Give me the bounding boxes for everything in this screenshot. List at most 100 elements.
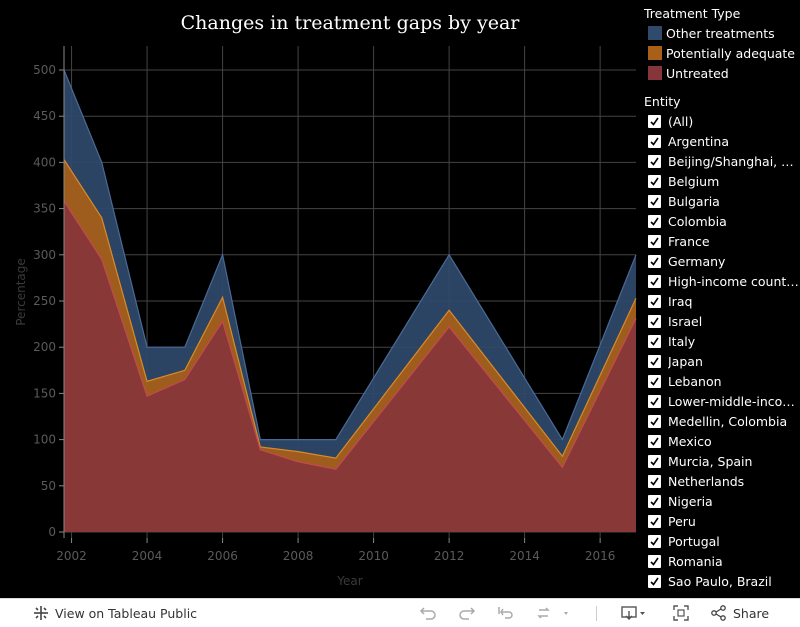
checkbox-checked-icon[interactable] (648, 474, 661, 488)
x-axis-title: Year (336, 574, 362, 588)
redo-icon (457, 604, 477, 622)
axis-layer: 0 50 100 150 200 250 300 350 400 450 500 2002 2004 20… (33, 46, 615, 563)
filter-item-bulgaria[interactable]: Bulgaria (648, 191, 800, 211)
filter-item-label: Italy (668, 333, 696, 349)
checkbox-checked-icon[interactable] (648, 214, 661, 228)
share-icon (709, 604, 729, 622)
legend-item-potentially-adequate[interactable]: Potentially adequate (648, 43, 795, 63)
undo-button[interactable] (418, 599, 438, 627)
revert-button[interactable] (496, 599, 516, 627)
fullscreen-icon (671, 604, 691, 622)
filter-item-iraq[interactable]: Iraq (648, 291, 800, 311)
area-edge-other-treatments (63, 69, 637, 441)
filter-item-belgium[interactable]: Belgium (648, 171, 800, 191)
filter-item-murcia-spain[interactable]: Murcia, Spain (648, 451, 800, 471)
toolbar: View on Tableau Public Share (0, 598, 800, 627)
filter-item-label: Murcia, Spain (668, 453, 753, 469)
filter-item-label: Peru (668, 513, 696, 529)
filter-item-japan[interactable]: Japan (648, 351, 800, 371)
checkbox-checked-icon[interactable] (648, 134, 661, 148)
y-tick-label: 450 (33, 109, 56, 123)
chart-title: Changes in treatment gaps by year (180, 12, 520, 34)
download-icon (620, 604, 648, 622)
checkbox-checked-icon[interactable] (648, 114, 661, 128)
filter-item-all[interactable]: (All) (648, 111, 800, 131)
x-tick-label: 2006 (207, 549, 238, 563)
redo-button[interactable] (457, 599, 477, 627)
legend-label: Other treatments (666, 25, 775, 41)
y-tick-label: 500 (33, 63, 56, 77)
filter-item-romania[interactable]: Romania (648, 551, 800, 571)
filter-item-label: Netherlands (668, 473, 745, 489)
filter-item-sao-paulo-brazil[interactable]: Sao Paulo, Brazil (648, 571, 800, 591)
checkbox-checked-icon[interactable] (648, 394, 661, 408)
filter-item-colombia[interactable]: Colombia (648, 211, 800, 231)
legend-item-other-treatments[interactable]: Other treatments (648, 23, 775, 43)
download-button[interactable] (620, 599, 648, 627)
filter-item-label: Lower-middle-incom... (668, 393, 800, 409)
filter-item-italy[interactable]: Italy (648, 331, 800, 351)
legend-title: Treatment Type (644, 6, 741, 21)
y-tick-label: 50 (41, 479, 56, 493)
refresh-button[interactable] (534, 599, 572, 627)
filter-item-label: Lebanon (668, 373, 722, 389)
legend-item-untreated[interactable]: Untreated (648, 63, 729, 83)
checkbox-checked-icon[interactable] (648, 154, 661, 168)
filter-item-lower-middle-incom[interactable]: Lower-middle-incom... (648, 391, 800, 411)
filter-item-portugal[interactable]: Portugal (648, 531, 800, 551)
filter-item-beijing-shanghai-ch[interactable]: Beijing/Shanghai, Ch... (648, 151, 800, 171)
checkbox-checked-icon[interactable] (648, 574, 661, 588)
filter-item-label: (All) (668, 113, 694, 129)
checkbox-checked-icon[interactable] (648, 494, 661, 508)
x-tick-label: 2014 (509, 549, 540, 563)
filter-item-france[interactable]: France (648, 231, 800, 251)
checkbox-checked-icon[interactable] (648, 274, 661, 288)
checkbox-checked-icon[interactable] (648, 514, 661, 528)
checkbox-checked-icon[interactable] (648, 534, 661, 548)
filter-item-germany[interactable]: Germany (648, 251, 800, 271)
y-tick-label: 250 (33, 294, 56, 308)
filter-item-label: Iraq (668, 293, 693, 309)
checkbox-checked-icon[interactable] (648, 554, 661, 568)
filter-item-label: Sao Paulo, Brazil (668, 573, 772, 589)
refresh-icon (534, 604, 572, 622)
checkbox-checked-icon[interactable] (648, 234, 661, 248)
checkbox-checked-icon[interactable] (648, 254, 661, 268)
share-button[interactable]: Share (709, 599, 769, 627)
filter-item-high-income-countries[interactable]: High-income countries (648, 271, 800, 291)
checkbox-checked-icon[interactable] (648, 334, 661, 348)
y-tick-label: 350 (33, 202, 56, 216)
view-on-tableau-public-button[interactable]: View on Tableau Public (32, 599, 197, 627)
checkbox-checked-icon[interactable] (648, 174, 661, 188)
y-tick-label: 0 (48, 525, 56, 539)
area-untreated[interactable] (64, 201, 636, 532)
checkbox-checked-icon[interactable] (648, 194, 661, 208)
checkbox-checked-icon[interactable] (648, 314, 661, 328)
checkbox-checked-icon[interactable] (648, 374, 661, 388)
filter-item-nigeria[interactable]: Nigeria (648, 491, 800, 511)
filter-item-label: Japan (668, 353, 703, 369)
filter-item-label: Portugal (668, 533, 720, 549)
x-tick-label: 2016 (585, 549, 616, 563)
fullscreen-button[interactable] (671, 599, 691, 627)
legend-label: Untreated (666, 65, 729, 81)
legend-swatch-untreated (648, 66, 662, 80)
checkbox-checked-icon[interactable] (648, 454, 661, 468)
checkbox-checked-icon[interactable] (648, 414, 661, 428)
filter-item-argentina[interactable]: Argentina (648, 131, 800, 151)
filter-item-label: Nigeria (668, 493, 713, 509)
checkbox-checked-icon[interactable] (648, 434, 661, 448)
filter-item-label: High-income countries (668, 273, 800, 289)
share-label: Share (733, 605, 770, 621)
filter-item-israel[interactable]: Israel (648, 311, 800, 331)
filter-item-medellin-colombia[interactable]: Medellin, Colombia (648, 411, 800, 431)
filter-item-netherlands[interactable]: Netherlands (648, 471, 800, 491)
checkbox-checked-icon[interactable] (648, 354, 661, 368)
toolbar-divider (596, 606, 597, 621)
filter-item-lebanon[interactable]: Lebanon (648, 371, 800, 391)
filter-item-peru[interactable]: Peru (648, 511, 800, 531)
filter-item-mexico[interactable]: Mexico (648, 431, 800, 451)
checkbox-checked-icon[interactable] (648, 294, 661, 308)
y-tick-label: 100 (33, 433, 56, 447)
chart-area: 0 50 100 150 200 250 300 350 400 450 500 2002 2004 20… (14, 46, 637, 588)
